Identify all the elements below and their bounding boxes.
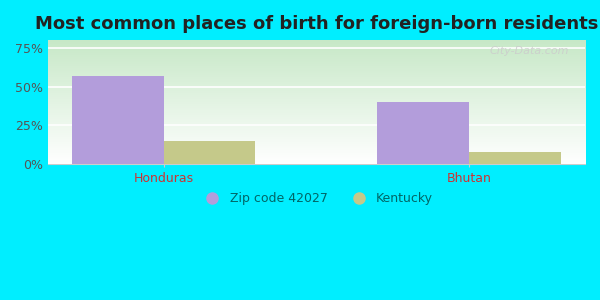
Bar: [377, 102, 469, 164]
Bar: [72, 76, 164, 164]
Bar: [164, 141, 256, 164]
Legend: Zip code 42027, Kentucky: Zip code 42027, Kentucky: [194, 187, 438, 210]
Text: City-Data.com: City-Data.com: [490, 46, 569, 56]
Bar: [469, 152, 560, 164]
Title: Most common places of birth for foreign-born residents: Most common places of birth for foreign-…: [35, 15, 598, 33]
